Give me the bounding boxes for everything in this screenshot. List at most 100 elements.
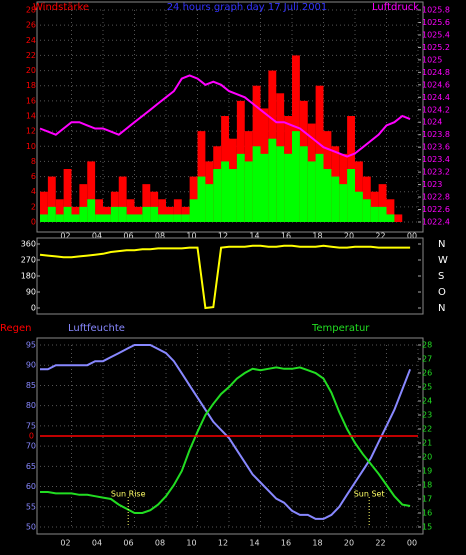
x-tick-label: 14 (249, 539, 259, 548)
y-tick-label: 95 (26, 341, 36, 350)
x-tick-label: 02 (60, 539, 70, 548)
y-tick-label: 6 (31, 172, 36, 181)
x-tick-label: 00 (407, 539, 417, 548)
bar (252, 146, 261, 222)
y2-tick-label: 1023.4 (422, 155, 450, 164)
bar (244, 161, 253, 222)
y-tick-label: 85 (26, 381, 36, 390)
y-tick-label: 180 (21, 272, 36, 281)
y-tick-label: 80 (26, 401, 36, 410)
y-tick-label: 28 (26, 6, 36, 15)
x-tick-label: 08 (155, 539, 165, 548)
bar (79, 184, 88, 222)
series-label: Temperatur (311, 323, 370, 334)
bar (110, 206, 119, 222)
x-tick-label: 20 (344, 232, 354, 241)
bar (103, 214, 111, 222)
bar (229, 169, 237, 222)
bar (205, 184, 214, 222)
x-tick-label: 06 (123, 539, 133, 548)
y-axis-label: Windstärke (33, 2, 89, 13)
bar (158, 214, 166, 222)
x-tick-label: 12 (218, 539, 228, 548)
bar (40, 191, 48, 222)
y2-tick-label: 15 (422, 523, 432, 532)
y2-tick-label: 28 (422, 341, 432, 350)
bar (362, 176, 371, 222)
bar (323, 169, 332, 222)
y2-tick-label: W (438, 255, 448, 266)
bar (173, 214, 182, 222)
bar (47, 206, 56, 222)
x-tick-label: 16 (281, 539, 291, 548)
panel-frame (36, 237, 424, 315)
y-tick-label: 50 (26, 523, 36, 532)
y2-tick-label: 1024.2 (422, 105, 450, 114)
bar (386, 199, 395, 222)
y2-tick-label: 1025.8 (422, 6, 450, 15)
y-tick-label: 26 (26, 21, 36, 30)
y-tick-label: 4 (31, 187, 36, 196)
y-tick-label: 14 (26, 112, 36, 121)
panel-frame (36, 1, 424, 233)
y2-axis-label: Luftdruck (372, 2, 419, 13)
series-label: Regen (0, 323, 32, 334)
y2-tick-label: 1022.8 (422, 193, 450, 202)
bar (126, 199, 135, 222)
y2-tick-label: 16 (422, 509, 432, 518)
y2-tick-label: 18 (422, 481, 432, 490)
y2-tick-label: 17 (422, 495, 432, 504)
x-tick-label: 12 (218, 232, 228, 241)
y-tick-label: 22 (26, 51, 36, 60)
y-tick-label: 90 (26, 361, 36, 370)
x-tick-label: 10 (186, 232, 196, 241)
y-tick-label: 360 (21, 240, 36, 249)
bar (197, 176, 206, 222)
y2-tick-label: 1025 (422, 55, 442, 64)
bar (331, 176, 340, 222)
series-line (39, 244, 411, 310)
bar (378, 184, 387, 222)
y2-tick-label: 1024.6 (422, 80, 450, 89)
x-tick-label: 06 (123, 232, 133, 241)
y2-tick-label: 26 (422, 369, 432, 378)
x-tick-label: 00 (407, 232, 417, 241)
y2-tick-label: 21 (422, 439, 432, 448)
bar (71, 214, 80, 222)
x-tick-label: 02 (60, 232, 70, 241)
y-tick-label: 18 (26, 81, 36, 90)
bar (276, 146, 285, 222)
y-tick-label: 70 (26, 442, 36, 451)
bar (87, 161, 96, 222)
y2-tick-label: O (438, 287, 446, 298)
x-tick-label: 22 (375, 232, 385, 241)
bar (268, 138, 277, 222)
y-tick-label: 12 (26, 127, 36, 136)
bar (79, 206, 88, 222)
y2-tick-label: 1025.4 (422, 30, 450, 39)
annotation: Sun Rise (111, 490, 146, 499)
x-tick-label: 20 (344, 539, 354, 548)
annotation: Sun Set (354, 490, 385, 499)
series-line (40, 366, 411, 514)
y-tick-label: 75 (26, 421, 36, 430)
y2-tick-label: 1022.4 (422, 218, 450, 227)
y2-tick-label: N (438, 303, 445, 314)
y2-tick-label: 1024.4 (422, 93, 450, 102)
y2-tick-label: 1025.2 (422, 43, 450, 52)
series-line (39, 74, 411, 158)
bar (378, 206, 387, 222)
y2-tick-label: 1024 (422, 118, 442, 127)
x-tick-label: 22 (375, 539, 385, 548)
y-tick-label: 10 (26, 142, 36, 151)
bar (63, 169, 72, 222)
bar (118, 176, 127, 222)
bar (370, 206, 379, 222)
bar (292, 131, 300, 222)
x-tick-label: 08 (155, 232, 165, 241)
bar (307, 161, 316, 222)
bar (347, 169, 355, 222)
y-tick-label: 270 (21, 256, 36, 265)
bar (134, 214, 143, 222)
